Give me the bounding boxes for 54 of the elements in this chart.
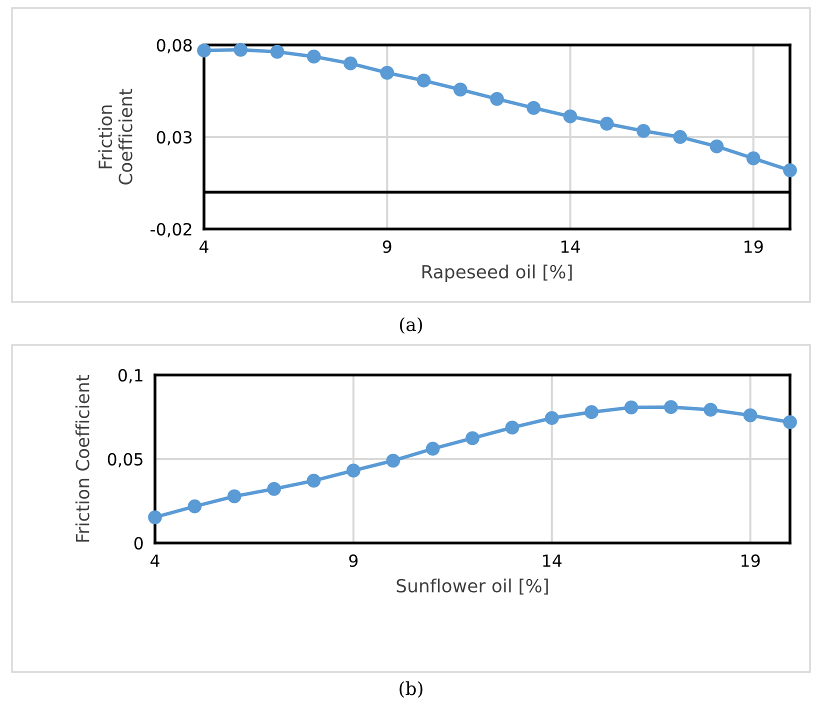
point <box>636 124 650 138</box>
text: (b) <box>400 681 422 698</box>
point <box>148 510 162 524</box>
y-axis-title: Friction Coefficient <box>75 375 90 542</box>
y-tick-label: 0,05 <box>108 452 142 468</box>
x-tick-label: 4 <box>200 240 208 253</box>
x-tick-label: 19 <box>744 240 763 254</box>
point <box>188 499 202 514</box>
x-tick-label: 9 <box>349 554 358 568</box>
point <box>197 44 211 58</box>
y-tick-label: 0,1 <box>118 368 142 384</box>
point <box>453 82 468 96</box>
point <box>505 420 520 435</box>
x-tick-label: 14 <box>543 554 562 567</box>
y-tick-label: 0,03 <box>156 130 192 146</box>
x-tick-label: 19 <box>742 554 760 568</box>
x-tick-label: 14 <box>561 240 580 253</box>
point <box>490 92 504 106</box>
point <box>466 431 480 446</box>
point <box>743 408 758 422</box>
point <box>563 109 578 124</box>
y-tick-label: 0 <box>134 536 143 550</box>
y-axis-title: Friction Coefficient <box>98 88 132 185</box>
x-axis-title: Sunflower oil [%] <box>396 578 548 595</box>
point <box>227 489 242 504</box>
point <box>426 442 440 456</box>
point <box>624 400 638 414</box>
point <box>783 163 797 178</box>
point <box>386 454 400 468</box>
text: (a) <box>400 317 422 334</box>
point <box>544 411 559 425</box>
point <box>380 66 394 80</box>
point <box>346 464 360 478</box>
point <box>306 474 321 488</box>
y-tick-label: -0,02 <box>150 222 192 238</box>
point <box>673 130 688 144</box>
x-tick-label: 9 <box>382 240 392 254</box>
point <box>526 100 541 115</box>
point <box>270 44 284 59</box>
point <box>416 74 431 88</box>
point <box>600 116 614 131</box>
point <box>704 402 718 417</box>
point <box>783 415 797 430</box>
x-tick-label: 4 <box>150 554 160 567</box>
point <box>306 50 321 64</box>
point <box>267 482 282 496</box>
point <box>584 405 599 420</box>
point <box>234 42 248 57</box>
point <box>710 139 724 154</box>
point <box>344 56 358 70</box>
point <box>746 151 760 166</box>
point <box>664 400 678 414</box>
x-axis-title: Rapeseed oil [%] <box>422 264 572 282</box>
y-tick-label: 0,08 <box>156 38 192 54</box>
